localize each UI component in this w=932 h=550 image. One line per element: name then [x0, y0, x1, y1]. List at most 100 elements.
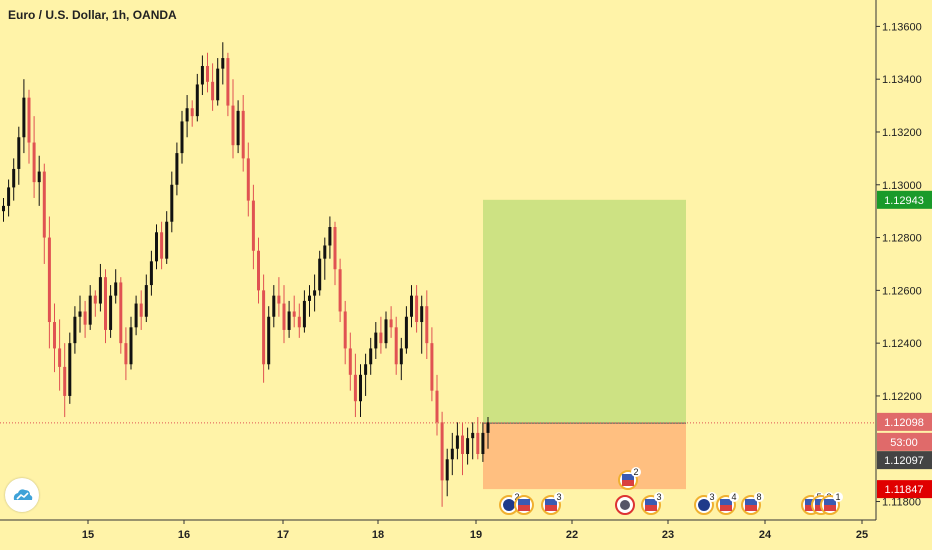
candle: [53, 303, 56, 373]
price-label-countdown: 53:00: [877, 432, 932, 451]
eu-flag-icon: [698, 499, 710, 511]
candle-body: [323, 245, 327, 259]
candle-body: [486, 422, 490, 433]
candle-body: [364, 364, 368, 375]
x-tick-label: 23: [662, 529, 674, 541]
candle: [313, 274, 317, 312]
candle-body: [134, 303, 138, 328]
candle-body: [297, 316, 301, 328]
candle-body: [98, 277, 102, 304]
price-label-stop: 1.11847: [877, 480, 932, 499]
candle-body: [287, 311, 291, 330]
candle: [175, 142, 179, 196]
event-us-flag-icon[interactable]: 2: [618, 467, 641, 490]
candle: [134, 295, 138, 336]
candle-body: [466, 438, 470, 455]
candle-body: [318, 258, 322, 291]
candle-body: [308, 295, 311, 301]
candle: [353, 353, 357, 418]
candle-body: [236, 110, 240, 146]
y-tick-label: 1.13400: [882, 74, 922, 86]
event-us-flag-icon[interactable]: 3: [541, 492, 564, 515]
candle: [455, 422, 459, 460]
event-count: 3: [656, 492, 661, 502]
price-label-text: 1.12097: [884, 455, 924, 467]
candle: [445, 448, 449, 497]
candle-body: [216, 68, 220, 101]
candle-body: [481, 432, 485, 455]
candle: [190, 100, 194, 127]
candle-body: [155, 232, 158, 262]
event-count-bg: [754, 492, 764, 502]
candle: [93, 290, 97, 317]
candle-body: [68, 343, 72, 396]
candle: [277, 277, 281, 317]
candle-body: [267, 316, 271, 365]
candle: [338, 258, 342, 323]
candle: [119, 277, 123, 354]
candle-body: [292, 311, 296, 317]
event-us-flag-icon[interactable]: 3: [641, 492, 664, 515]
candle-body: [114, 282, 118, 296]
candle-body: [471, 432, 475, 439]
event-count: 1: [835, 492, 840, 502]
candle-body: [160, 232, 164, 259]
candle-body: [93, 295, 97, 304]
us-flag-stripes: [545, 505, 557, 511]
candle: [282, 285, 286, 344]
candle: [139, 290, 143, 330]
candle-body: [170, 184, 174, 222]
candle-body: [399, 348, 403, 365]
candle-body: [63, 366, 67, 396]
candle-body: [420, 306, 424, 323]
x-tick-label: 17: [277, 529, 289, 541]
event-count: 2: [633, 467, 638, 477]
event-us-flag-icon[interactable]: 4: [716, 492, 739, 515]
candle-body: [328, 227, 332, 246]
event-us-flag-icon[interactable]: 8: [741, 492, 764, 515]
event-calendar-icon[interactable]: [615, 495, 635, 515]
us-flag-icon: [622, 474, 634, 480]
candle-body: [226, 58, 230, 106]
candle: [47, 216, 51, 349]
candle-body: [302, 300, 306, 328]
event-us-flag-icon[interactable]: [514, 495, 534, 515]
x-tick-label: 19: [470, 529, 482, 541]
candle-body: [144, 285, 148, 317]
candle-body: [2, 205, 5, 212]
candle-body: [359, 374, 362, 402]
candle-body: [42, 171, 46, 238]
candle-body: [109, 295, 113, 330]
candle-body: [241, 110, 245, 159]
candle-body: [389, 319, 393, 328]
candle: [170, 171, 174, 233]
candle: [399, 337, 403, 381]
candle: [369, 337, 373, 375]
event-count: 4: [731, 492, 736, 502]
candle-body: [231, 105, 235, 146]
y-tick-label: 1.12600: [882, 285, 922, 297]
price-label-last: 1.12098: [877, 412, 932, 431]
event-eu-flag-icon[interactable]: 3: [694, 492, 717, 515]
candle: [221, 42, 225, 85]
candle-body: [7, 187, 11, 206]
tradingview-cloud-icon[interactable]: [5, 478, 39, 512]
candle: [410, 285, 413, 328]
candle-body: [211, 81, 215, 101]
candle: [272, 285, 276, 328]
us-flag-stripes: [745, 505, 757, 511]
candle-body: [221, 58, 225, 69]
candle-body: [139, 303, 143, 317]
candle: [206, 52, 209, 93]
x-tick-label: 16: [178, 529, 190, 541]
candle-body: [27, 97, 31, 143]
event-us-flag-icon[interactable]: 1: [820, 492, 843, 515]
x-tick-label: 15: [82, 529, 94, 541]
candle-body: [461, 435, 464, 455]
candle-body: [37, 171, 41, 183]
eu-flag-icon: [503, 499, 515, 511]
candle: [58, 319, 62, 391]
profit-zone: [483, 199, 686, 424]
candle: [308, 285, 311, 317]
